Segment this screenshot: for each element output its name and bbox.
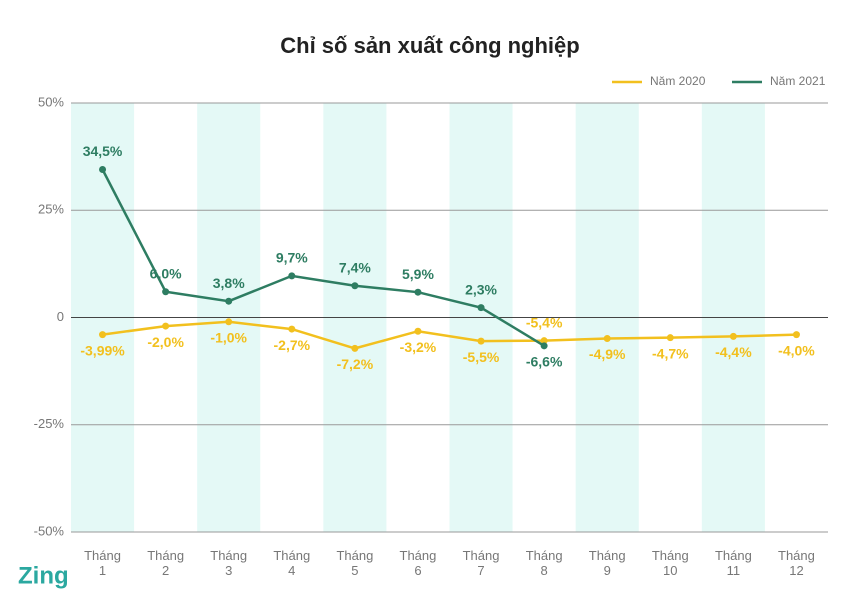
point xyxy=(540,337,548,345)
value-label: 9,7% xyxy=(276,250,308,266)
series-line xyxy=(101,168,545,347)
point xyxy=(414,327,422,335)
x-tick-label: Tháng 8 xyxy=(526,548,563,578)
x-tick-label: Tháng 6 xyxy=(400,548,437,578)
legend-label: Năm 2020 xyxy=(650,74,706,88)
point xyxy=(351,282,359,290)
point xyxy=(288,272,296,280)
x-tick-label: Tháng 1 xyxy=(84,548,121,578)
value-label: -3,2% xyxy=(400,339,437,355)
legend-label: Năm 2021 xyxy=(770,74,826,88)
point xyxy=(729,332,737,340)
point xyxy=(792,331,800,339)
y-tick-label: 25% xyxy=(38,202,64,217)
value-label: -1,0% xyxy=(210,329,247,345)
point xyxy=(99,331,107,339)
x-tick-label: Tháng 7 xyxy=(463,548,500,578)
x-tick-label: Tháng 4 xyxy=(273,548,310,578)
value-label: -5,4% xyxy=(526,314,563,330)
value-label: 34,5% xyxy=(83,143,123,159)
value-label: -7,2% xyxy=(337,356,374,372)
point xyxy=(99,165,107,173)
y-tick-label: 0 xyxy=(57,309,64,324)
point xyxy=(666,334,674,342)
point xyxy=(477,304,485,312)
point xyxy=(414,288,422,296)
point xyxy=(603,335,611,343)
point xyxy=(351,344,359,352)
value-label: -4,4% xyxy=(715,344,752,360)
value-label: -4,7% xyxy=(652,345,689,361)
value-label: 6,0% xyxy=(150,265,182,281)
x-tick-label: Tháng 2 xyxy=(147,548,184,578)
point xyxy=(540,342,548,350)
point xyxy=(225,297,233,305)
x-tick-label: Tháng 11 xyxy=(715,548,752,578)
value-label: -4,0% xyxy=(778,342,815,358)
x-tick-label: Tháng 3 xyxy=(210,548,247,578)
y-tick-label: -50% xyxy=(34,523,65,538)
y-tick-label: -25% xyxy=(34,416,65,431)
value-label: -5,5% xyxy=(463,349,500,365)
value-label: -2,0% xyxy=(147,334,184,350)
value-label: 5,9% xyxy=(402,266,434,282)
point xyxy=(225,318,233,326)
value-label: -2,7% xyxy=(274,337,311,353)
y-tick-label: 50% xyxy=(38,94,64,109)
x-tick-label: Tháng 5 xyxy=(336,548,373,578)
chart-title: Chỉ số sản xuất công nghiệp xyxy=(280,33,579,58)
value-label: 2,3% xyxy=(465,281,497,297)
x-tick-label: Tháng 9 xyxy=(589,548,626,578)
value-label: -3,99% xyxy=(80,342,125,358)
series-line xyxy=(102,320,797,350)
point xyxy=(162,288,170,296)
point xyxy=(162,322,170,330)
value-label: -4,9% xyxy=(589,346,626,362)
value-label: -6,6% xyxy=(526,354,563,370)
logo: Zing xyxy=(18,562,69,589)
point xyxy=(477,337,485,345)
point xyxy=(288,325,296,333)
x-tick-label: Tháng 12 xyxy=(778,548,815,578)
value-label: 7,4% xyxy=(339,259,371,275)
x-tick-label: Tháng 10 xyxy=(652,548,689,578)
value-label: 3,8% xyxy=(213,275,245,291)
